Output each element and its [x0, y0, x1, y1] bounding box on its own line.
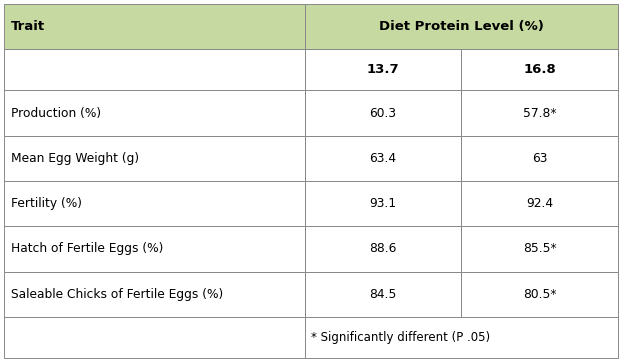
Bar	[4, 4, 305, 49]
Text: Saleable Chicks of Fertile Eggs (%): Saleable Chicks of Fertile Eggs (%)	[11, 288, 223, 301]
Text: 88.6: 88.6	[369, 243, 397, 256]
Text: Hatch of Fertile Eggs (%): Hatch of Fertile Eggs (%)	[11, 243, 164, 256]
Text: 85.5*: 85.5*	[523, 243, 557, 256]
Text: 63: 63	[532, 152, 547, 165]
Text: 13.7: 13.7	[367, 63, 399, 76]
Bar	[4, 226, 305, 272]
Bar	[305, 136, 462, 181]
Bar	[462, 136, 618, 181]
Bar	[305, 181, 462, 226]
Bar	[305, 226, 462, 272]
Bar	[4, 272, 305, 317]
Bar	[305, 90, 462, 136]
Text: Fertility (%): Fertility (%)	[11, 197, 82, 210]
Text: 16.8: 16.8	[523, 63, 556, 76]
Text: Mean Egg Weight (g): Mean Egg Weight (g)	[11, 152, 139, 165]
Text: 57.8*: 57.8*	[523, 106, 557, 119]
Bar	[462, 90, 618, 136]
Bar	[305, 317, 618, 358]
Text: Production (%): Production (%)	[11, 106, 101, 119]
Bar	[4, 90, 305, 136]
Bar	[305, 272, 462, 317]
Text: 60.3: 60.3	[369, 106, 397, 119]
Bar	[4, 181, 305, 226]
Text: * Significantly different (P .05): * Significantly different (P .05)	[311, 331, 490, 344]
Bar	[305, 4, 618, 49]
Text: 63.4: 63.4	[369, 152, 397, 165]
Text: 92.4: 92.4	[526, 197, 554, 210]
Text: Diet Protein Level (%): Diet Protein Level (%)	[379, 20, 544, 33]
Bar	[462, 226, 618, 272]
Bar	[462, 181, 618, 226]
Text: 80.5*: 80.5*	[523, 288, 557, 301]
Text: Trait: Trait	[11, 20, 45, 33]
Bar	[4, 136, 305, 181]
Text: 93.1: 93.1	[369, 197, 397, 210]
Bar	[462, 272, 618, 317]
Text: 84.5: 84.5	[369, 288, 397, 301]
Bar	[4, 317, 305, 358]
Bar	[305, 49, 462, 90]
Bar	[4, 49, 305, 90]
Bar	[462, 49, 618, 90]
